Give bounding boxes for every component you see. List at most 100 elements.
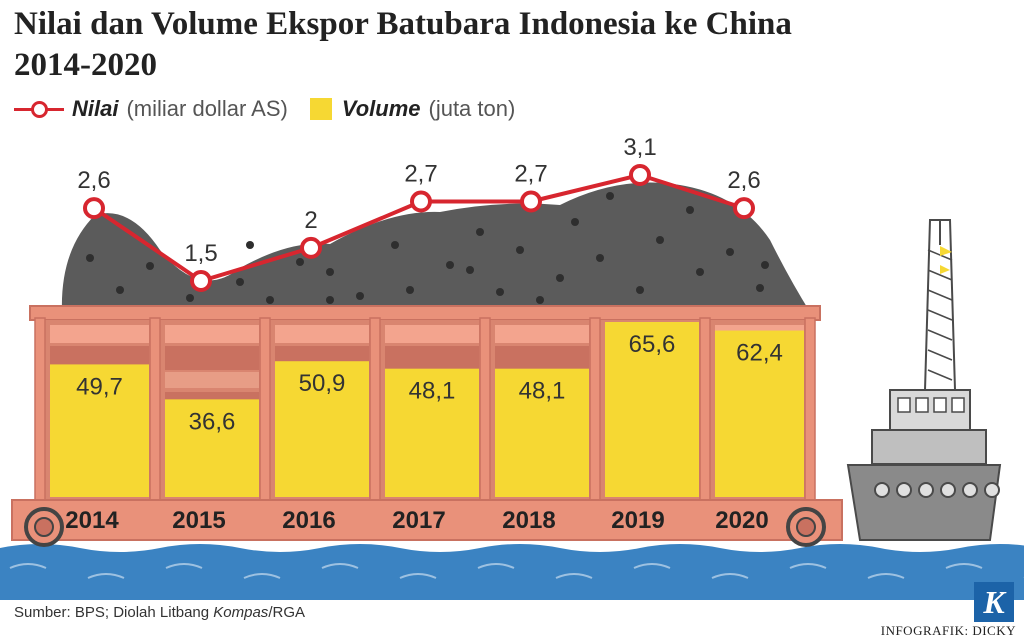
volume-data-label: 49,7: [76, 373, 123, 400]
value-data-label: 3,1: [623, 134, 656, 161]
coal-dot: [756, 284, 764, 292]
volume-bar: [495, 368, 589, 497]
title-line-2: 2014-2020: [14, 47, 157, 83]
container-panel: [495, 325, 589, 343]
coal-dot: [606, 192, 614, 200]
value-point: [410, 190, 432, 213]
coal-dot: [636, 286, 644, 294]
container-post: [589, 317, 601, 501]
porthole-icon: [896, 482, 912, 498]
wheel-hub-icon: [796, 517, 816, 537]
volume-data-label: 50,9: [299, 370, 346, 397]
mast-brace: [927, 289, 953, 301]
volume-bar: [165, 399, 259, 497]
bridge-window: [915, 397, 929, 413]
ship-deck: [871, 429, 987, 465]
container-panel: [495, 346, 589, 370]
container-post: [34, 317, 46, 501]
coal-dot: [496, 288, 504, 296]
wave-line: [399, 573, 437, 579]
coal-dot: [186, 294, 194, 302]
coal-dot: [476, 228, 484, 236]
volume-bar: [50, 364, 149, 497]
volume-data-label: 62,4: [736, 340, 783, 367]
volume-bar: [385, 368, 479, 497]
volume-data-label: 65,6: [629, 331, 676, 358]
wave-line: [867, 573, 905, 579]
legend-volume-unit: (juta ton): [428, 96, 516, 121]
value-point: [733, 197, 755, 220]
porthole-icon: [918, 482, 934, 498]
coal-dot: [116, 286, 124, 294]
water-waves: [0, 544, 1024, 600]
ship-illustration: [846, 219, 1002, 541]
volume-data-label: 48,1: [409, 378, 456, 405]
flag-icon: [940, 265, 950, 274]
container-panel: [165, 372, 259, 388]
container-panel: [275, 325, 369, 343]
year-tick-label: 2020: [715, 507, 768, 534]
coal-dot: [686, 206, 694, 214]
legend: Nilai (miliar dollar AS) Volume (juta to…: [14, 92, 537, 126]
wave-line: [321, 563, 359, 569]
value-point: [629, 164, 651, 186]
value-data-label: 1,5: [184, 240, 217, 267]
source-prefix: Sumber: BPS; Diolah Litbang: [14, 604, 214, 621]
coal-dot: [391, 241, 399, 249]
value-data-label: 2,7: [404, 161, 437, 188]
value-data-label: 2,7: [514, 161, 547, 188]
coal-dot: [236, 278, 244, 286]
coal-dot: [516, 246, 524, 254]
wave-line: [711, 573, 749, 579]
legend-volume-name: Volume: [341, 96, 421, 121]
porthole-icon: [984, 482, 1000, 498]
coal-dot: [466, 266, 474, 274]
coal-heap: [61, 182, 810, 312]
bridge-window: [897, 397, 911, 413]
coal-pile: [61, 182, 810, 312]
wave-line: [789, 563, 827, 569]
wave-line: [945, 563, 983, 569]
chart-title: Nilai dan Volume Ekspor Batubara Indones…: [14, 4, 792, 86]
coal-dot: [596, 254, 604, 262]
coal-dot: [326, 296, 334, 304]
year-tick-label: 2017: [392, 507, 445, 534]
source-italic: Kompas: [213, 604, 269, 621]
bridge-window: [933, 397, 947, 413]
coal-dot: [656, 236, 664, 244]
wheel-hub-icon: [34, 517, 54, 537]
ship-hull: [846, 464, 1002, 541]
container-panel: [385, 346, 479, 370]
flag-icon: [940, 246, 952, 256]
legend-value-name: Nilai: [72, 96, 119, 121]
year-tick-label: 2018: [502, 507, 555, 534]
mast-brace: [927, 349, 953, 361]
volume-bars: 49,7 2014 36,6 2015 50,9 2016 48,1 2017 48,1 2018…: [50, 322, 804, 534]
coal-dot: [326, 268, 334, 276]
coal-dot: [296, 258, 304, 266]
volume-bar: [605, 322, 699, 497]
coal-dot: [556, 274, 564, 282]
volume-bar: [715, 330, 804, 497]
value-data-label: 2,6: [77, 167, 110, 194]
title-line-1: Nilai dan Volume Ekspor Batubara Indones…: [14, 6, 792, 42]
container-post: [479, 317, 491, 501]
coal-dot: [86, 254, 94, 262]
coal-dot: [406, 286, 414, 294]
value-point: [190, 270, 212, 292]
mast-brace: [927, 329, 953, 341]
coal-dot: [446, 261, 454, 269]
container-post: [369, 317, 381, 501]
source-note: Sumber: BPS; Diolah Litbang Kompas/RGA: [14, 604, 305, 621]
wave-line: [477, 563, 515, 569]
bridge-window: [951, 397, 965, 413]
container-panel: [50, 325, 149, 343]
legend-value-unit: (miliar dollar AS): [126, 96, 288, 121]
value-point: [300, 236, 322, 259]
container-panel: [165, 346, 259, 370]
wave-line: [633, 563, 671, 569]
porthole-icon: [874, 482, 890, 498]
container-base: [11, 499, 843, 541]
coal-dot: [356, 292, 364, 300]
mast-brace: [927, 269, 953, 281]
